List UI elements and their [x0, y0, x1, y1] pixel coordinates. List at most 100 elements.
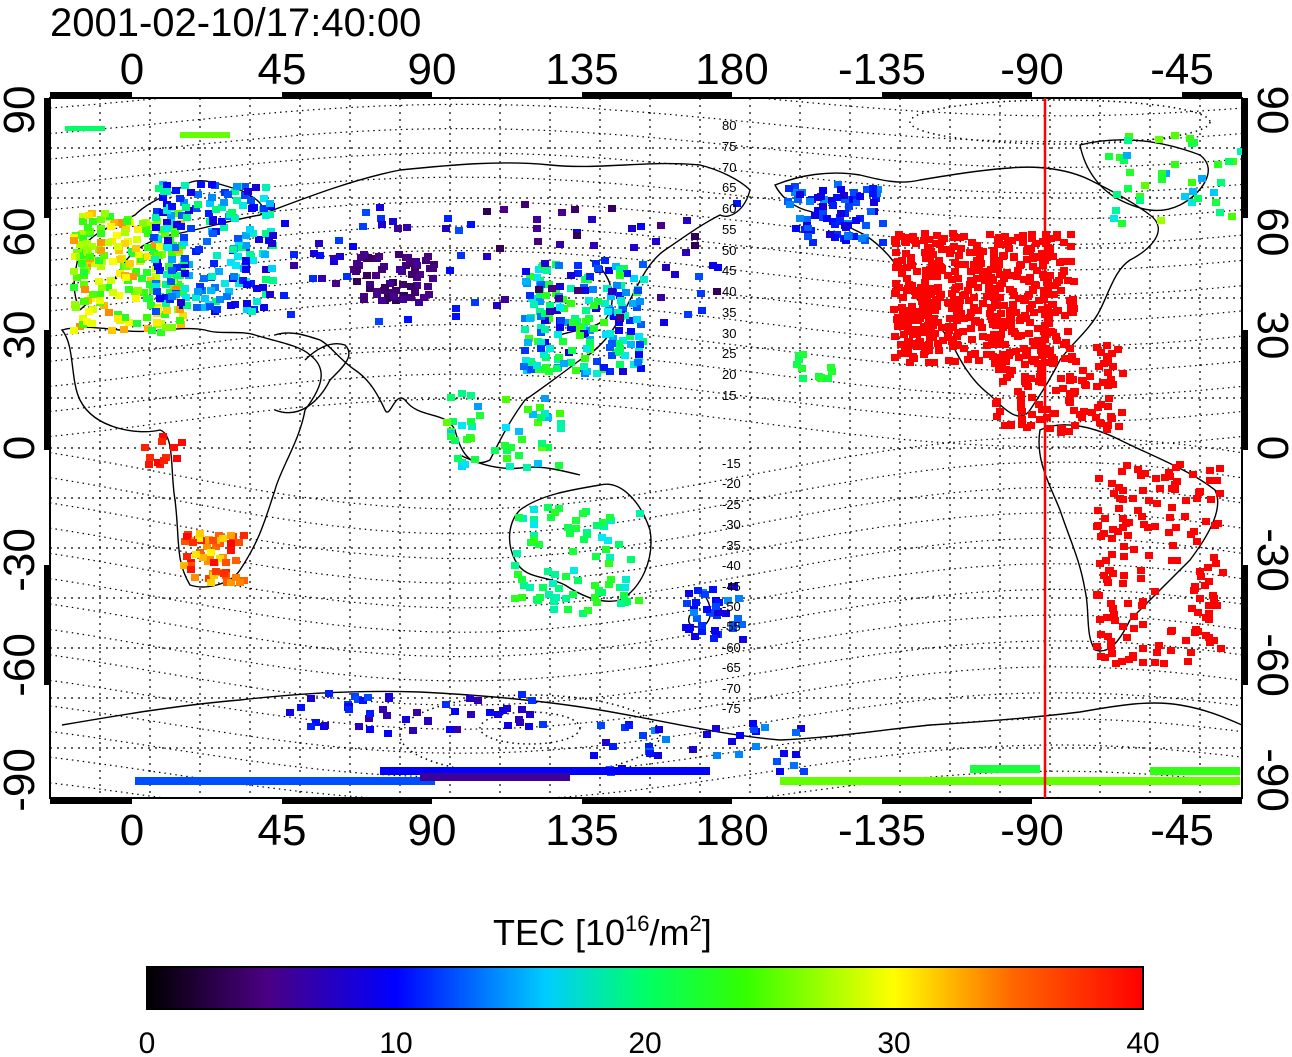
y-tick-right: -90: [1248, 748, 1292, 812]
tec-cell: [792, 751, 800, 758]
tec-band: [420, 773, 570, 781]
tec-cell: [89, 218, 97, 225]
tec-cell: [95, 278, 103, 285]
tec-cell: [109, 289, 117, 296]
tec-cell: [633, 316, 641, 323]
tec-cell: [988, 341, 996, 348]
tec-cell: [1070, 407, 1078, 414]
tec-cell: [592, 553, 600, 560]
y-tick-left: 60: [0, 208, 44, 257]
tec-cell: [1161, 474, 1169, 481]
tec-cell: [1002, 241, 1010, 248]
tec-cell: [922, 273, 930, 280]
tec-cell: [546, 308, 554, 315]
tec-cell: [366, 281, 374, 288]
x-tick-bottom: -135: [838, 806, 926, 855]
tec-cell: [228, 209, 236, 216]
tec-cell: [944, 334, 952, 341]
tec-cell: [1105, 395, 1113, 402]
contour-labels: 80 75 70 65 60 55 50 45 40 35 30 25 20 15 -15 -20 -25 -30…: [722, 118, 741, 716]
tec-cell: [907, 317, 915, 324]
tec-cell: [1141, 182, 1149, 189]
tec-cell: [607, 576, 615, 583]
tec-cell: [406, 260, 414, 267]
tec-cell: [518, 691, 526, 698]
tec-cell: [1196, 568, 1204, 575]
tec-cell: [158, 226, 166, 233]
tec-cell: [738, 621, 746, 628]
tec-cell: [607, 293, 615, 300]
tec-cell: [1067, 231, 1075, 238]
tec-cell: [606, 514, 614, 521]
tec-cell: [443, 419, 451, 426]
tec-cell: [1099, 379, 1107, 386]
tec-cell: [983, 342, 991, 349]
tec-cell: [948, 290, 956, 297]
tec-cell: [227, 302, 235, 309]
tec-cell: [537, 339, 545, 346]
tec-cell: [1118, 409, 1126, 416]
tec-cell: [602, 546, 610, 553]
tec-cell: [623, 598, 631, 605]
tec-cell: [168, 203, 176, 210]
tec-cell: [177, 321, 185, 328]
tec-cell: [636, 341, 644, 348]
contour-label: -15: [722, 456, 741, 471]
tec-cell: [189, 539, 197, 546]
tec-cell: [589, 286, 597, 293]
tec-cell: [968, 336, 976, 343]
tec-cell: [975, 267, 983, 274]
tec-cell: [1214, 161, 1222, 168]
tec-cell: [404, 254, 412, 261]
tec-cell: [1095, 592, 1103, 599]
tec-cell: [926, 248, 934, 255]
tec-cell: [88, 243, 96, 250]
tec-cell: [413, 709, 421, 716]
tec-cell: [78, 260, 86, 267]
tec-cell: [1079, 377, 1087, 384]
tec-cell: [232, 557, 240, 564]
tec-cell: [336, 253, 344, 260]
tec-cell: [83, 247, 91, 254]
tec-cell: [511, 562, 519, 569]
tec-cell: [981, 269, 989, 276]
tec-cell: [898, 304, 906, 311]
tec-cell: [97, 230, 105, 237]
tec-cell: [210, 572, 218, 579]
tec-cell: [1181, 193, 1189, 200]
tec-cell: [1005, 245, 1013, 252]
tec-cell: [526, 315, 534, 322]
tec-cell: [794, 196, 802, 203]
x-tick-bottom: -45: [1150, 806, 1214, 855]
tec-cell: [1038, 250, 1046, 257]
contour-label: -75: [722, 701, 741, 716]
tec-cell: [1029, 263, 1037, 270]
tec-cell: [133, 320, 141, 327]
tec-cell: [817, 375, 825, 382]
tec-cell: [345, 706, 353, 713]
tec-cell: [160, 188, 168, 195]
tec-cell: [1210, 189, 1218, 196]
tec-cell: [158, 438, 166, 445]
tec-cell: [654, 752, 662, 759]
tec-cell: [586, 273, 594, 280]
tec-band: [135, 777, 435, 785]
tec-cell: [911, 237, 919, 244]
tec-cell: [227, 540, 235, 547]
tec-cell: [1029, 287, 1037, 294]
tec-cell: [934, 319, 942, 326]
tec-cell: [657, 294, 665, 301]
tec-cell: [1119, 515, 1127, 522]
tec-cell: [269, 277, 277, 284]
tec-cell: [239, 202, 247, 209]
tec-cell: [874, 186, 882, 193]
tec-cell: [574, 577, 582, 584]
tec-cell: [793, 361, 801, 368]
tec-cell: [892, 264, 900, 271]
tec-cell: [1123, 634, 1131, 641]
tec-cell: [891, 333, 899, 340]
tec-cell: [562, 595, 570, 602]
tec-cell: [520, 363, 528, 370]
tec-cell: [1130, 613, 1138, 620]
tec-cell: [957, 245, 965, 252]
